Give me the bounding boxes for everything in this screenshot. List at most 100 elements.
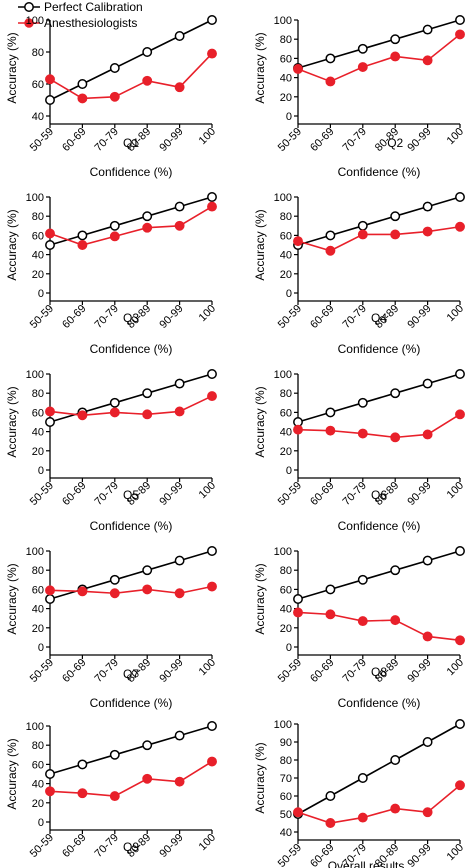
panel-8-perfect-line (297, 550, 461, 600)
panel-9-xtick-label: 60-69 (60, 832, 88, 860)
panel-1-anesthesiologists-line (49, 53, 213, 100)
panel-6-ytick-label: 0 (286, 465, 292, 477)
panel-8-ytick-label: 80 (280, 565, 292, 577)
panel-8-ytick-label: 60 (280, 584, 292, 596)
panel-9-perfect-point (207, 721, 217, 731)
panel-7-perfect-point (109, 574, 120, 585)
panel-2-ylabel: Accuracy (%) (253, 32, 267, 103)
panel-6-anesthesiologists-point (455, 409, 465, 420)
panel-8-perfect-point (325, 584, 336, 595)
panel-7-ytick-label: 80 (32, 565, 44, 577)
panel-5-anesthesiologists-point (77, 410, 88, 421)
panel-3-perfect-point (45, 240, 55, 250)
panel-9-perfect-point (174, 730, 185, 741)
panel-3-perfect-point (77, 230, 88, 241)
panel-10-ytick-label: 50 (280, 809, 292, 821)
panel-8-ytick-label: 100 (274, 546, 292, 558)
panel-2-perfect-point (325, 53, 336, 64)
panel-6-xtick-label: 70-79 (341, 480, 369, 508)
panel-8-xtick-label: 60-69 (308, 657, 336, 685)
panel-8-anesthesiologists-point (325, 609, 336, 620)
panel-6-perfect-point (357, 397, 368, 408)
panel-5-perfect-point (45, 417, 55, 427)
panel-8-anesthesiologists-point (455, 635, 465, 646)
panel-4-xlabel: Confidence (%) (338, 342, 421, 356)
panel-7-anesthesiologists-point (109, 588, 120, 599)
panel-8-perfect-point (422, 555, 433, 566)
panel-7-ytick-label: 100 (26, 546, 44, 558)
panel-5-perfect-point (174, 378, 185, 389)
panel-6-ytick-label: 100 (274, 369, 292, 381)
panel-7-anesthesiologists-point (174, 588, 185, 599)
panel-3-anesthesiologists-point (207, 201, 217, 212)
panel-4-xtick-label: 90-99 (405, 303, 433, 331)
panel-2-xtick-label: 60-69 (308, 126, 336, 154)
panel-10-ytick-label: 60 (280, 791, 292, 803)
panel-10-ytick-label: 80 (280, 755, 292, 767)
panel-6-xtick-label: 100 (445, 480, 466, 501)
panel-3-ytick-label: 40 (32, 250, 44, 262)
legend-anesth-label: Anesthesiologists (44, 16, 137, 30)
panel-1-title: Q1 (123, 136, 139, 150)
panel-6-ytick-label: 80 (280, 388, 292, 400)
panel-3-xtick-label: 50-59 (28, 303, 56, 331)
panel-6-anesthesiologists-point (293, 424, 303, 435)
panel-4-anesthesiologists-point (390, 229, 401, 240)
panel-9-xtick-label: 100 (197, 832, 218, 853)
panel-3-ytick-label: 100 (26, 192, 44, 204)
panel-5-ytick-label: 40 (32, 427, 44, 439)
panel-4-xtick-label: 60-69 (308, 303, 336, 331)
panel-9-anesthesiologists-point (45, 786, 55, 797)
panel-1-perfect-point (174, 31, 185, 41)
panel-9-anesthesiologists-point (174, 776, 185, 787)
panel-1-xtick-label: 100 (197, 126, 218, 147)
panel-3-perfect-point (109, 220, 120, 231)
panel-1-ytick-label: 60 (32, 79, 44, 91)
panel-6-perfect-line (297, 373, 461, 423)
panel-5-title: Q5 (123, 488, 139, 502)
panel-2-title: Q2 (387, 136, 403, 150)
panel-9-anesthesiologists-point (207, 756, 217, 767)
panel-5-ytick-label: 80 (32, 388, 44, 400)
panel-5-ytick-label: 20 (32, 446, 44, 458)
panel-5-perfect-point (109, 397, 120, 408)
panel-10-perfect-point (390, 755, 401, 765)
panel-10-ylabel: Accuracy (%) (253, 742, 267, 813)
panel-9-title: Q9 (123, 840, 139, 854)
panel-1-anesthesiologists-point (142, 75, 153, 86)
panel-3-ytick-label: 80 (32, 211, 44, 223)
panel-4-title: Q4 (371, 311, 387, 325)
panel-1-anesthesiologists-point (109, 91, 120, 102)
panel-2-ytick-label: 0 (286, 111, 292, 123)
panel-3-anesthesiologists-line (49, 205, 213, 246)
panel-7-anesthesiologists-point (45, 585, 55, 596)
panel-2-xlabel: Confidence (%) (338, 165, 421, 179)
panel-2-xtick-label: 90-99 (405, 126, 433, 154)
panel-10-xtick-label: 100 (445, 842, 466, 863)
panel-3-perfect-point (207, 192, 217, 202)
panel-8-xtick-label: 100 (445, 657, 466, 678)
panel-2-perfect-point (422, 24, 433, 35)
panel-9-ytick-label: 0 (38, 817, 44, 829)
panel-8-perfect-point (455, 546, 465, 556)
panel-2-xtick-label: 70-79 (341, 126, 369, 154)
legend-perfect-label: Perfect Calibration (44, 0, 143, 14)
panel-4-perfect-line (297, 196, 461, 246)
panel-4-anesthesiologists-point (357, 229, 368, 240)
panel-4-ytick-label: 100 (274, 192, 292, 204)
panel-4-xtick-label: 50-59 (276, 303, 304, 331)
panel-5-perfect-point (207, 369, 217, 379)
panel-5-anesthesiologists-point (109, 407, 120, 418)
panel-6-perfect-point (422, 378, 433, 389)
panel-1-perfect-point (142, 47, 153, 57)
panel-1-ytick-label: 100 (26, 15, 44, 27)
panel-3-perfect-point (142, 211, 153, 222)
panel-5-xtick-label: 60-69 (60, 480, 88, 508)
panel-6-perfect-point (390, 388, 401, 399)
panel-5-xlabel: Confidence (%) (90, 519, 173, 533)
panel-10-xtick-label: 50-59 (276, 842, 304, 868)
panel-6-ytick-label: 40 (280, 427, 292, 439)
panel-4-perfect-point (455, 192, 465, 202)
